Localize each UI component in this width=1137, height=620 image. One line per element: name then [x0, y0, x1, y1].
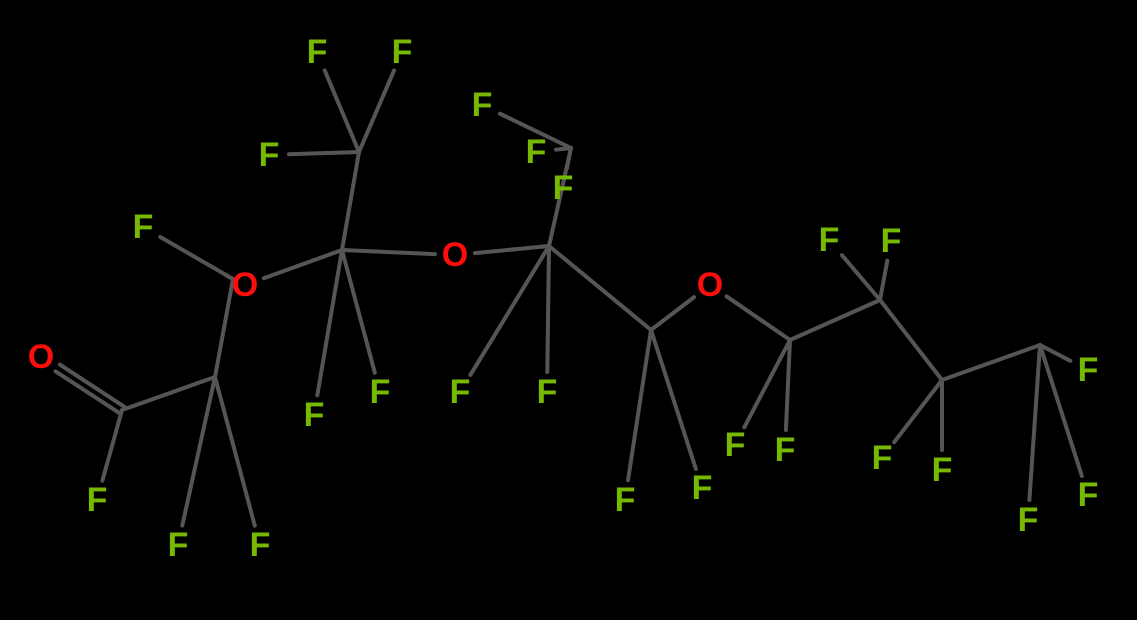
bond: [567, 148, 571, 168]
atom-F: F: [304, 396, 325, 434]
bond: [56, 371, 120, 413]
atom-F: F: [168, 526, 189, 564]
atom-F: F: [526, 133, 547, 171]
atom-F: F: [553, 169, 574, 207]
atom-F: F: [307, 33, 328, 71]
atom-F: F: [392, 33, 413, 71]
bond: [549, 246, 651, 330]
bond: [102, 410, 122, 481]
atom-F: F: [450, 373, 471, 411]
atom-F: F: [259, 136, 280, 174]
atom-F: F: [692, 469, 713, 507]
atom-O: O: [442, 236, 468, 274]
bond: [786, 340, 790, 430]
bond: [1029, 345, 1040, 500]
atom-F: F: [537, 373, 558, 411]
atom-O: O: [28, 338, 54, 376]
bond: [880, 261, 887, 300]
bond: [880, 300, 942, 380]
atom-F: F: [472, 86, 493, 124]
bond: [651, 330, 696, 469]
bond: [1040, 345, 1082, 476]
bond-layer: [56, 70, 1082, 525]
bond: [289, 152, 359, 154]
atom-F: F: [775, 431, 796, 469]
atom-F: F: [872, 439, 893, 477]
bond: [317, 250, 342, 395]
bond: [342, 250, 435, 254]
bond: [215, 279, 233, 377]
atom-F: F: [615, 481, 636, 519]
atom-F: F: [250, 526, 271, 564]
bond: [160, 237, 233, 279]
bond: [790, 300, 880, 340]
atom-F: F: [881, 222, 902, 260]
atom-layer: OFFFFOFFFFFOFFFFFFFOFFFFFFFFF: [28, 33, 1099, 564]
bond: [628, 330, 651, 480]
bond: [651, 297, 694, 330]
bond: [215, 377, 255, 526]
atom-F: F: [87, 481, 108, 519]
bond: [342, 152, 359, 250]
bond: [122, 377, 215, 410]
bond: [942, 345, 1040, 380]
atom-O: O: [232, 266, 258, 304]
atom-F: F: [1078, 476, 1099, 514]
bond: [547, 246, 549, 372]
molecule-canvas: OFFFFOFFFFFOFFFFFFFOFFFFFFFFF: [0, 0, 1137, 620]
atom-F: F: [1018, 501, 1039, 539]
bond: [475, 246, 549, 253]
bond: [182, 377, 215, 526]
atom-F: F: [819, 221, 840, 259]
atom-F: F: [932, 451, 953, 489]
bond: [264, 250, 342, 278]
atom-F: F: [370, 373, 391, 411]
bond: [727, 296, 791, 340]
bond: [325, 70, 359, 152]
bond: [342, 250, 375, 373]
bond: [842, 255, 880, 300]
atom-F: F: [1078, 351, 1099, 389]
atom-O: O: [697, 266, 723, 304]
bond: [359, 70, 394, 152]
atom-F: F: [725, 426, 746, 464]
bond: [470, 246, 549, 375]
bond: [894, 380, 942, 442]
bond: [60, 365, 124, 407]
atom-F: F: [133, 208, 154, 246]
bond: [744, 340, 790, 427]
